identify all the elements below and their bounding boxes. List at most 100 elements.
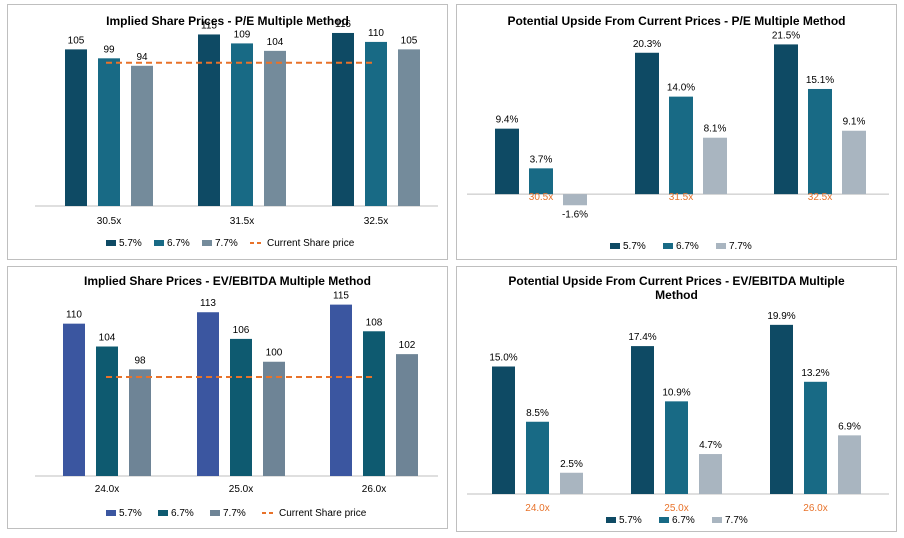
bar bbox=[665, 401, 688, 494]
category-label: 30.5x bbox=[97, 216, 121, 227]
panel-pe-upside: Potential Upside From Current Prices - P… bbox=[456, 4, 897, 260]
bar bbox=[330, 304, 352, 476]
bar bbox=[65, 49, 87, 206]
category-label: 26.0x bbox=[362, 484, 386, 495]
data-label: 9.1% bbox=[843, 117, 866, 128]
bar bbox=[774, 44, 798, 195]
data-label: 110 bbox=[368, 28, 384, 39]
category-label: 30.5x bbox=[529, 192, 553, 203]
chart-ev-prices: 110 104 98 24.0x 113 106 100 25.0x 115 108 102 26.0… bbox=[35, 291, 438, 519]
legend-swatch bbox=[663, 243, 673, 249]
category-label: 25.0x bbox=[229, 484, 253, 495]
bar bbox=[129, 369, 151, 476]
legend-label: 6.7% bbox=[672, 515, 695, 526]
bar bbox=[230, 338, 252, 476]
category-label: 31.5x bbox=[669, 192, 693, 203]
bar bbox=[63, 323, 85, 476]
bar bbox=[197, 312, 219, 476]
chart-pe-prices: 105 99 94 30.5x 115 109 104 31.5x 116 110 105 32.5x… bbox=[35, 19, 438, 249]
legend-label: 7.7% bbox=[729, 241, 752, 252]
legend-label: 6.7% bbox=[167, 238, 190, 249]
data-label: 105 bbox=[401, 35, 418, 46]
data-label: 8.1% bbox=[704, 124, 727, 135]
bar bbox=[563, 194, 587, 206]
category-label: 31.5x bbox=[230, 216, 254, 227]
category-label: 24.0x bbox=[95, 484, 119, 495]
bar bbox=[495, 128, 519, 195]
bar bbox=[560, 472, 583, 494]
category-label: 32.5x bbox=[808, 192, 832, 203]
data-label: 15.1% bbox=[806, 75, 834, 86]
chart-title: Implied Share Prices - EV/EBITDA Multipl… bbox=[84, 274, 371, 288]
bar bbox=[363, 331, 385, 476]
data-label: 4.7% bbox=[699, 440, 722, 451]
data-label: 20.3% bbox=[633, 39, 661, 50]
data-label: 104 bbox=[267, 37, 284, 48]
data-label: 102 bbox=[399, 340, 416, 351]
legend-swatch bbox=[106, 240, 116, 246]
bar bbox=[198, 34, 220, 206]
bar bbox=[842, 130, 866, 195]
data-label: 10.9% bbox=[662, 387, 690, 398]
data-label: 104 bbox=[99, 333, 116, 344]
legend-label: Current Share price bbox=[267, 238, 355, 249]
chart-pe-upside: 9.4% 3.7% -1.6% 30.5x 20.3% 14.0% 8.1% 31.5x 21.… bbox=[467, 30, 889, 252]
legend-label: 5.7% bbox=[619, 515, 642, 526]
legend-label: 5.7% bbox=[119, 508, 142, 519]
legend-label: 7.7% bbox=[215, 238, 238, 249]
data-label: 8.5% bbox=[526, 408, 549, 419]
bar bbox=[332, 32, 354, 206]
bar bbox=[699, 454, 722, 494]
legend-label: 5.7% bbox=[119, 238, 142, 249]
bar bbox=[838, 435, 861, 494]
data-label: 116 bbox=[335, 19, 351, 30]
category-label: 26.0x bbox=[803, 503, 827, 514]
data-label: 105 bbox=[68, 35, 85, 46]
bar bbox=[98, 58, 120, 207]
legend-label: 6.7% bbox=[676, 241, 699, 252]
panel-ev-prices: Implied Share Prices - EV/EBITDA Multipl… bbox=[7, 266, 448, 529]
chart-ev-upside: 15.0% 8.5% 2.5% 24.0x 17.4% 10.9% 4.7% 25.0x 19.… bbox=[467, 311, 889, 526]
data-label: 2.5% bbox=[560, 459, 583, 470]
legend-label: 6.7% bbox=[171, 508, 194, 519]
legend-swatch bbox=[106, 510, 116, 516]
bar bbox=[492, 366, 515, 494]
bar bbox=[804, 381, 827, 494]
bar bbox=[231, 43, 253, 207]
bar bbox=[631, 346, 654, 494]
chart-title: Potential Upside From Current Prices - E… bbox=[508, 274, 845, 302]
bar bbox=[526, 421, 549, 494]
bar bbox=[96, 346, 118, 476]
legend-swatch bbox=[202, 240, 212, 246]
data-label: 109 bbox=[234, 29, 251, 40]
legend-swatch bbox=[716, 243, 726, 249]
panel-ev-upside: Potential Upside From Current Prices - E… bbox=[456, 266, 897, 532]
bar bbox=[263, 361, 285, 476]
data-label: 13.2% bbox=[801, 368, 829, 379]
data-label: 108 bbox=[366, 317, 383, 328]
legend-label: Current Share price bbox=[279, 508, 367, 519]
bar bbox=[529, 168, 553, 195]
bar bbox=[131, 65, 153, 207]
legend-swatch bbox=[610, 243, 620, 249]
legend-swatch bbox=[210, 510, 220, 516]
data-label: 3.7% bbox=[530, 154, 553, 165]
legend-swatch bbox=[712, 517, 722, 523]
bar bbox=[808, 88, 832, 195]
data-label: 9.4% bbox=[496, 115, 519, 126]
data-label: 17.4% bbox=[628, 332, 656, 343]
legend-swatch bbox=[659, 517, 669, 523]
bar bbox=[396, 354, 418, 476]
legend-swatch bbox=[154, 240, 164, 246]
data-label: 100 bbox=[266, 348, 283, 359]
bar bbox=[264, 50, 286, 206]
legend-swatch bbox=[606, 517, 616, 523]
category-label: 32.5x bbox=[364, 216, 388, 227]
data-label: -1.6% bbox=[562, 209, 588, 220]
legend-label: 5.7% bbox=[623, 241, 646, 252]
data-label: 14.0% bbox=[667, 83, 695, 94]
category-label: 24.0x bbox=[525, 503, 549, 514]
data-label: 106 bbox=[233, 325, 250, 336]
data-label: 6.9% bbox=[838, 421, 861, 432]
legend-swatch bbox=[158, 510, 168, 516]
